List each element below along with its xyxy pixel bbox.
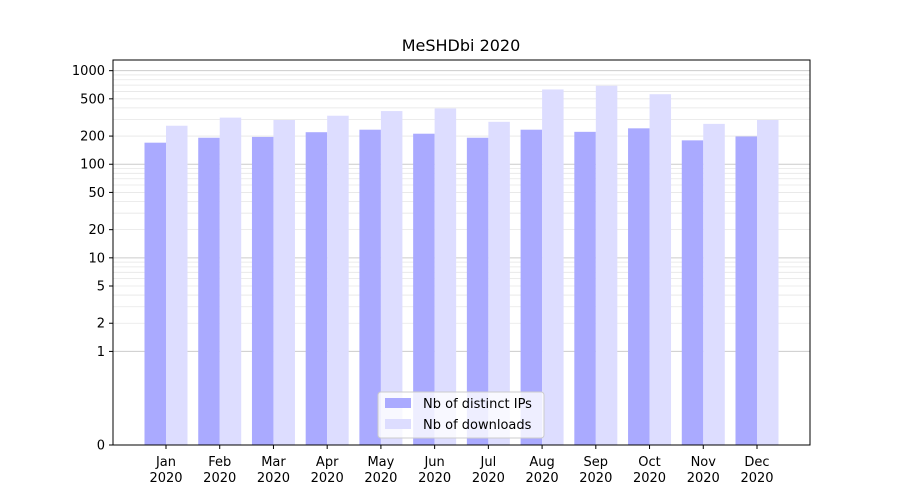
legend-label-downloads: Nb of downloads (423, 418, 532, 433)
x-tick-label-year: 2020 (257, 471, 290, 486)
y-tick-label: 500 (80, 92, 105, 107)
bar-distinct-ips (520, 129, 543, 445)
x-tick-label-year: 2020 (687, 471, 720, 486)
bar-downloads (166, 125, 188, 445)
x-tick-label-month: Dec (744, 455, 769, 470)
legend-box (377, 391, 545, 439)
y-tick-label: 200 (80, 130, 105, 145)
x-tick-label-month: Apr (316, 455, 339, 470)
x-tick-label-year: 2020 (740, 471, 773, 486)
x-tick-label-month: Mar (261, 455, 286, 470)
legend-swatch-distinct-ips (385, 398, 411, 408)
bar-distinct-ips (413, 133, 435, 446)
x-tick-label-year: 2020 (149, 471, 182, 486)
x-tick-label-year: 2020 (633, 471, 666, 486)
bar-distinct-ips (466, 137, 489, 445)
legend: Nb of distinct IPs Nb of downloads (377, 391, 545, 439)
legend-label-distinct-ips: Nb of distinct IPs (423, 397, 532, 412)
x-tick-label-year: 2020 (472, 471, 505, 486)
y-tick-label: 1000 (72, 64, 105, 79)
y-tick-label: 0 (97, 439, 105, 454)
x-tick-label-month: Nov (691, 455, 717, 470)
x-tick-label-month: Jul (480, 455, 497, 470)
y-tick-label: 1 (97, 345, 105, 360)
bar-downloads (380, 111, 403, 445)
bar-distinct-ips (681, 140, 704, 445)
y-tick-label: 100 (80, 158, 105, 173)
bar-downloads (595, 85, 618, 445)
bar-distinct-ips (359, 129, 381, 445)
plot-frame (112, 59, 811, 446)
bar-distinct-ips (198, 137, 220, 445)
x-tick-label-year: 2020 (418, 471, 451, 486)
x-tick-label-month: Jan (155, 455, 176, 470)
x-tick-label-year: 2020 (311, 471, 344, 486)
y-tick-label: 50 (88, 186, 105, 201)
x-tick-label-year: 2020 (364, 471, 397, 486)
bar-downloads (757, 120, 779, 446)
bar-distinct-ips (628, 128, 650, 445)
y-tick-label: 10 (88, 251, 105, 266)
x-tick-label-year: 2020 (203, 471, 236, 486)
bar-downloads (273, 120, 295, 446)
bar-distinct-ips (305, 132, 328, 445)
bar-downloads (649, 94, 672, 445)
bars (144, 85, 779, 446)
x-tick-label-year: 2020 (579, 471, 612, 486)
bar-downloads (542, 89, 564, 446)
legend-swatch-downloads (385, 419, 411, 429)
x-tick-label-month: Feb (208, 455, 231, 470)
y-tick-label: 2 (97, 317, 105, 332)
bar-downloads (488, 121, 510, 446)
y-tick-label: 5 (97, 280, 105, 295)
chart-title: MeSHDbi 2020 (402, 36, 521, 55)
y-axis: 0 1 2 5 10 20 50 100 200 500 1000 (72, 64, 113, 454)
y-tick-label: 20 (88, 223, 105, 238)
bar-distinct-ips (735, 136, 757, 445)
x-axis: Jan2020Feb2020Mar2020Apr2020May2020Jun20… (149, 445, 774, 486)
bar-downloads (703, 123, 725, 445)
bar-distinct-ips (144, 142, 166, 445)
x-tick-label-month: May (367, 455, 394, 470)
x-tick-label-month: Oct (638, 455, 660, 470)
bar-downloads (219, 117, 242, 445)
x-tick-label-month: Jun (423, 455, 444, 470)
bar-distinct-ips (251, 136, 274, 446)
x-tick-label-year: 2020 (526, 471, 559, 486)
bar-downloads (327, 115, 349, 445)
x-tick-label-month: Aug (529, 455, 554, 470)
bar-distinct-ips (574, 131, 596, 445)
x-tick-label-month: Sep (584, 455, 609, 470)
bar-downloads (434, 108, 457, 446)
